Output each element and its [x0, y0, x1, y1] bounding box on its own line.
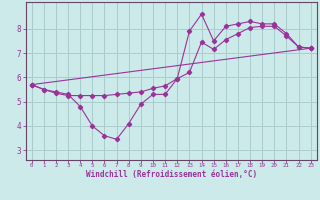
- X-axis label: Windchill (Refroidissement éolien,°C): Windchill (Refroidissement éolien,°C): [86, 170, 257, 179]
